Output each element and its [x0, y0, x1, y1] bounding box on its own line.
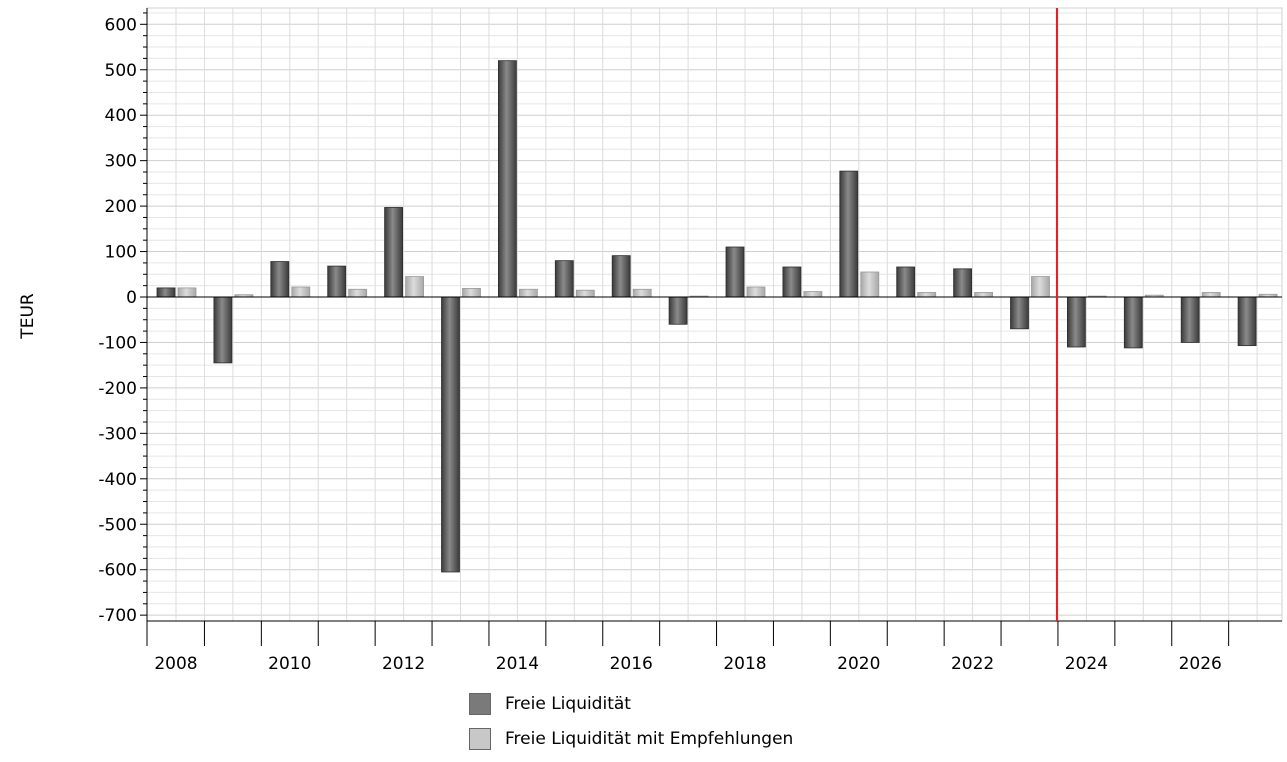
bar-freie-liquiditaet-mit-empfehlungen-2020 [860, 271, 880, 298]
y-tick-label: 400 [105, 106, 137, 126]
bar-freie-liquiditaet-mit-empfehlungen-2015 [575, 289, 595, 298]
y-tick-label: 100 [105, 243, 137, 263]
y-tick-label: 300 [105, 152, 137, 172]
bar-freie-liquiditaet-mit-empfehlungen-2022 [974, 292, 993, 298]
bar-freie-liquiditaet-2011 [327, 265, 347, 298]
y-tick-label: -600 [98, 561, 137, 581]
plot-frame [146, 7, 1283, 622]
y-tick-label: 200 [105, 197, 137, 217]
bar-freie-liquiditaet-2016 [611, 255, 631, 298]
bar-freie-liquiditaet-2015 [554, 260, 574, 298]
legend-label: Freie Liquidität mit Empfehlungen [505, 729, 794, 749]
bar-freie-liquiditaet-mit-empfehlungen-2008 [177, 287, 197, 298]
y-tick-label: 600 [105, 15, 137, 35]
y-tick-label: -500 [98, 515, 137, 535]
x-tick-label: 2014 [496, 654, 539, 674]
y-axis-title: TEUR [18, 293, 38, 340]
legend-item-freie-liquiditaet-mit-empfehlungen[interactable]: Freie Liquidität mit Empfehlungen [469, 727, 793, 751]
bar-freie-liquiditaet-mit-empfehlungen-2016 [632, 288, 652, 298]
bar-freie-liquiditaet-2008 [156, 287, 176, 298]
bar-freie-liquiditaet-2014 [497, 60, 517, 298]
bar-freie-liquiditaet-2026 [1180, 296, 1200, 343]
x-tick-label: 2010 [268, 654, 311, 674]
x-tick-label: 2008 [154, 654, 197, 674]
bar-freie-liquiditaet-2012 [384, 207, 404, 298]
bar-freie-liquiditaet-2020 [839, 170, 859, 298]
x-tick-label: 2026 [1179, 654, 1222, 674]
bar-freie-liquiditaet-2009 [213, 296, 233, 364]
bar-freie-liquiditaet-2019 [782, 266, 802, 298]
y-tick-label: 500 [105, 61, 137, 81]
x-tick-label: 2022 [951, 654, 994, 674]
legend-swatch-dark [469, 693, 491, 715]
bar-freie-liquiditaet-2021 [896, 266, 916, 298]
bars [156, 60, 1278, 573]
bar-freie-liquiditaet-mit-empfehlungen-2013 [462, 287, 481, 298]
x-tick-label: 2024 [1065, 654, 1108, 674]
legend-swatch-light [469, 728, 491, 750]
bar-freie-liquiditaet-mit-empfehlungen-2018 [746, 286, 766, 298]
bar-freie-liquiditaet-2027 [1237, 296, 1257, 347]
bar-freie-liquiditaet-2017 [668, 296, 688, 325]
y-tick-label: 0 [126, 288, 137, 308]
bar-freie-liquiditaet-2025 [1123, 296, 1143, 349]
bar-freie-liquiditaet-mit-empfehlungen-2010 [291, 286, 311, 298]
x-tick-label: 2016 [610, 654, 653, 674]
y-tick-label: -700 [98, 606, 137, 626]
bar-freie-liquiditaet-2022 [953, 268, 972, 298]
x-tick-label: 2012 [382, 654, 425, 674]
bar-freie-liquiditaet-2013 [441, 296, 460, 573]
bar-freie-liquiditaet-mit-empfehlungen-2014 [519, 288, 538, 298]
y-tick-label: -200 [98, 379, 137, 399]
bar-freie-liquiditaet-2010 [270, 261, 290, 298]
axes: 600 500 400 300 200 100 0 -100 -200 -300 -400 -500 -… [98, 8, 1282, 674]
bar-freie-liquiditaet-mit-empfehlungen-2019 [803, 291, 823, 298]
bar-freie-liquiditaet-mit-empfehlungen-2012 [405, 276, 425, 298]
bar-freie-liquiditaet-mit-empfehlungen-2021 [917, 292, 937, 298]
bar-freie-liquiditaet-2024 [1067, 296, 1086, 348]
bar-freie-liquiditaet-2023 [1010, 296, 1029, 330]
x-tick-label: 2018 [723, 654, 766, 674]
y-tick-label: -400 [98, 470, 137, 490]
bar-freie-liquiditaet-mit-empfehlungen-2011 [348, 288, 368, 298]
bar-freie-liquiditaet-mit-empfehlungen-2023 [1031, 276, 1050, 298]
x-tick-label: 2020 [837, 654, 880, 674]
y-tick-label: -300 [98, 424, 137, 444]
bar-freie-liquiditaet-mit-empfehlungen-2026 [1201, 292, 1221, 298]
grid [146, 7, 1283, 622]
bar-freie-liquiditaet-2018 [725, 246, 745, 298]
legend-item-freie-liquiditaet[interactable]: Freie Liquidität [469, 692, 793, 716]
legend: Freie Liquidität Freie Liquidität mit Em… [469, 692, 793, 762]
legend-label: Freie Liquidität [505, 694, 631, 714]
y-tick-label: -100 [98, 333, 137, 353]
